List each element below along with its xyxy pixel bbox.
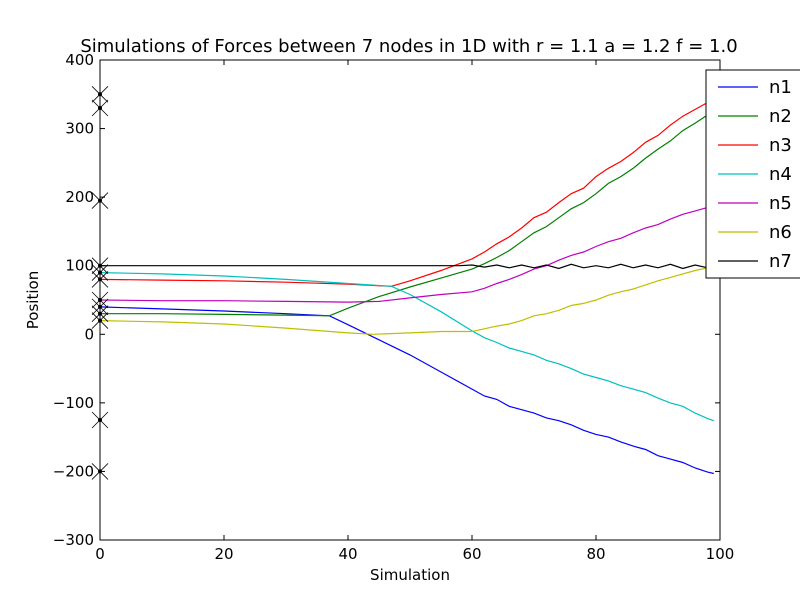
x-tick-label: 100	[706, 545, 735, 563]
legend-label: n2	[769, 106, 792, 127]
x-tick-label: 60	[462, 545, 481, 563]
x-tick-label: 0	[95, 545, 105, 563]
x-tick-label: 80	[586, 545, 605, 563]
x-axis-label: Simulation	[370, 566, 450, 584]
legend-item-n5: n5	[718, 193, 792, 214]
axis-ticks: 0 20 40 60 80 100 −300 −200 −100 0 100 200 300 400	[53, 51, 735, 563]
legend-item-n4: n4	[718, 164, 792, 185]
series-line-n7	[100, 263, 714, 270]
plot-frame	[99, 59, 721, 541]
legend-label: n6	[769, 222, 792, 243]
legend-item-n3: n3	[718, 135, 792, 156]
legend-item-n2: n2	[718, 106, 792, 127]
series-line-n4	[99, 272, 714, 422]
legend-item-n1: n1	[718, 77, 792, 98]
legend-label: n3	[769, 135, 792, 156]
y-tick-label: 0	[84, 325, 94, 343]
series-line-n2	[100, 108, 715, 317]
legend: n1 n2 n3 n4 n5 n6 n7	[705, 69, 800, 279]
series-line-n1	[99, 306, 714, 475]
legend-label: n1	[769, 77, 792, 98]
y-axis-label: Position	[24, 271, 42, 329]
x-tick-label: 20	[214, 545, 233, 563]
series-line-n5	[99, 203, 715, 303]
y-tick-label: 100	[65, 257, 94, 275]
legend-item-n7: n7	[718, 251, 792, 272]
x-tick-label: 40	[338, 545, 357, 563]
y-tick-label: 200	[65, 188, 94, 206]
legend-item-n6: n6	[718, 222, 792, 243]
y-tick-label: −100	[53, 394, 94, 412]
legend-label: n7	[769, 251, 792, 272]
legend-label: n5	[769, 193, 792, 214]
y-tick-label: 300	[65, 120, 94, 138]
series-line-n6	[99, 265, 714, 335]
legend-label: n4	[769, 164, 792, 185]
y-tick-label: 400	[65, 51, 94, 69]
y-tick-label: −200	[53, 462, 94, 480]
series-layer	[99, 97, 715, 475]
y-tick-label: −300	[53, 531, 94, 549]
chart-title: Simulations of Forces between 7 nodes in…	[80, 36, 737, 57]
series-line-n3	[99, 97, 715, 287]
